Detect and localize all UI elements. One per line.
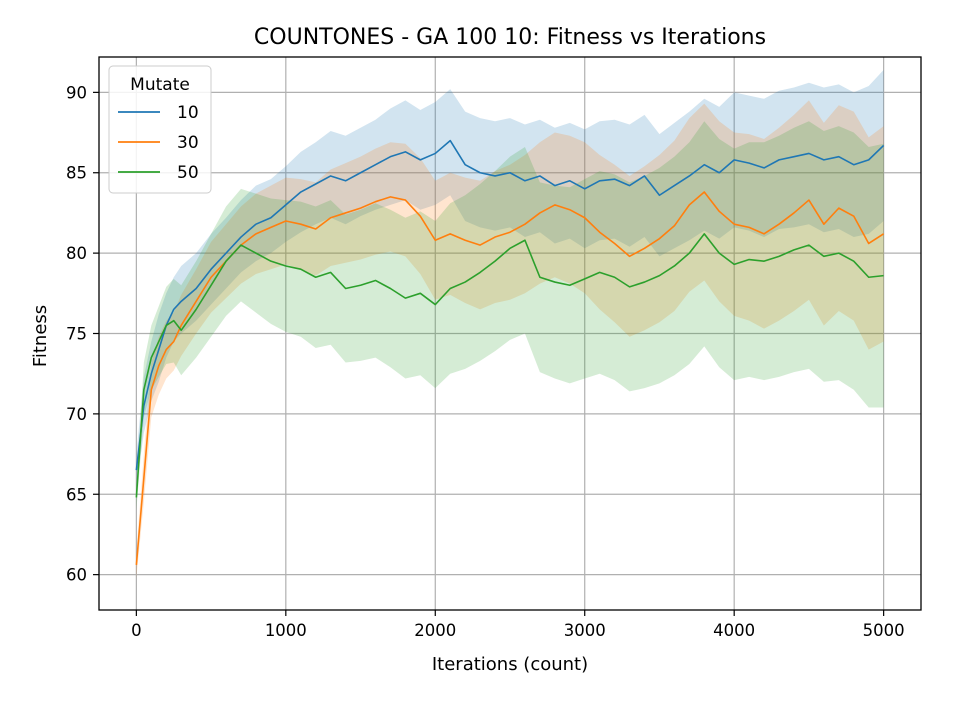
series-50-band [136,121,884,511]
confidence-bands [136,69,884,578]
x-axis: 0 1000 2000 3000 4000 5000 [131,610,905,640]
y-axis: 60 65 70 75 80 85 90 [66,83,99,585]
x-tick-label: 1000 [265,621,307,640]
series-lines [135,139,885,566]
y-tick-label: 60 [66,566,87,585]
series-30-band [136,100,884,578]
x-tick-label: 5000 [863,621,905,640]
chart-title: COUNTONES - GA 100 10: Fitness vs Iterat… [254,25,766,50]
series-50-line [135,233,884,498]
legend: Mutate 10 30 50 [108,65,212,194]
x-tick-label: 3000 [564,621,606,640]
legend-title: Mutate [130,75,190,95]
legend-label-10: 10 [177,103,199,123]
legend-box [108,65,212,194]
legend-label-50: 50 [177,163,199,183]
x-tick-label: 2000 [414,621,456,640]
x-tick-label: 4000 [713,621,755,640]
series-10-line [135,139,885,471]
y-tick-label: 85 [66,164,87,183]
y-tick-label: 75 [66,325,87,344]
grid [99,57,921,610]
series-10-band [136,69,884,487]
legend-items: 10 30 50 [118,103,199,183]
y-tick-label: 65 [66,485,87,504]
y-axis-label: Fitness [30,305,51,367]
y-tick-label: 70 [66,405,87,424]
legend-label-30: 30 [177,133,199,153]
x-axis-label: Iterations (count) [432,654,588,675]
y-tick-label: 90 [66,83,87,102]
x-tick-label: 0 [131,621,142,640]
y-tick-label: 80 [66,244,87,263]
